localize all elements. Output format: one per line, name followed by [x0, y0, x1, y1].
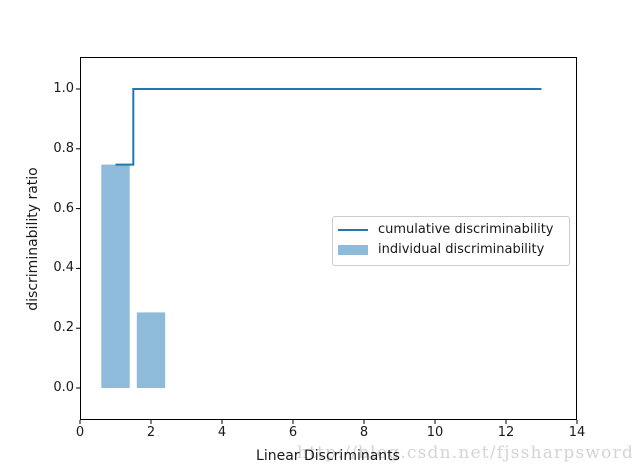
y-tick-label: 0.2: [53, 320, 74, 336]
legend-label-cumulative: cumulative discriminability: [378, 221, 554, 237]
x-tick-label: 12: [497, 425, 515, 440]
y-tick-label: 0.8: [53, 140, 74, 156]
y-tick-label: 0.0: [53, 380, 74, 395]
x-axis-label: Linear Discriminants: [256, 448, 400, 464]
legend-box: cumulative discriminability individual d…: [332, 216, 570, 266]
y-tick-label: 0.6: [53, 200, 74, 216]
y-axis-label: discriminability ratio: [25, 167, 41, 311]
legend-label-individual: individual discriminability: [378, 241, 545, 257]
y-tick-label: 0.4: [53, 260, 74, 276]
x-tick-label: 6: [288, 425, 298, 440]
bar-individual-discriminability: [101, 164, 130, 388]
x-tick-label: 14: [568, 425, 586, 440]
watermark-text: http://blog.csdn.net/fjssharpsword: [297, 443, 634, 463]
legend-item-cumulative: cumulative discriminability: [338, 220, 561, 239]
x-tick-label: 2: [146, 425, 156, 440]
x-tick-label: 0: [75, 425, 85, 440]
cumulative-step-line: [115, 88, 542, 166]
legend-item-individual: individual discriminability: [338, 240, 561, 259]
legend-line-swatch: [338, 228, 368, 231]
bar-individual-discriminability: [136, 312, 166, 388]
y-tick-label: 1.0: [53, 80, 74, 96]
x-tick-label: 10: [426, 425, 444, 440]
x-tick-label: 8: [359, 425, 369, 440]
legend-patch-swatch: [338, 244, 368, 255]
x-tick-label: 4: [217, 425, 227, 440]
plot-border: [80, 57, 577, 420]
